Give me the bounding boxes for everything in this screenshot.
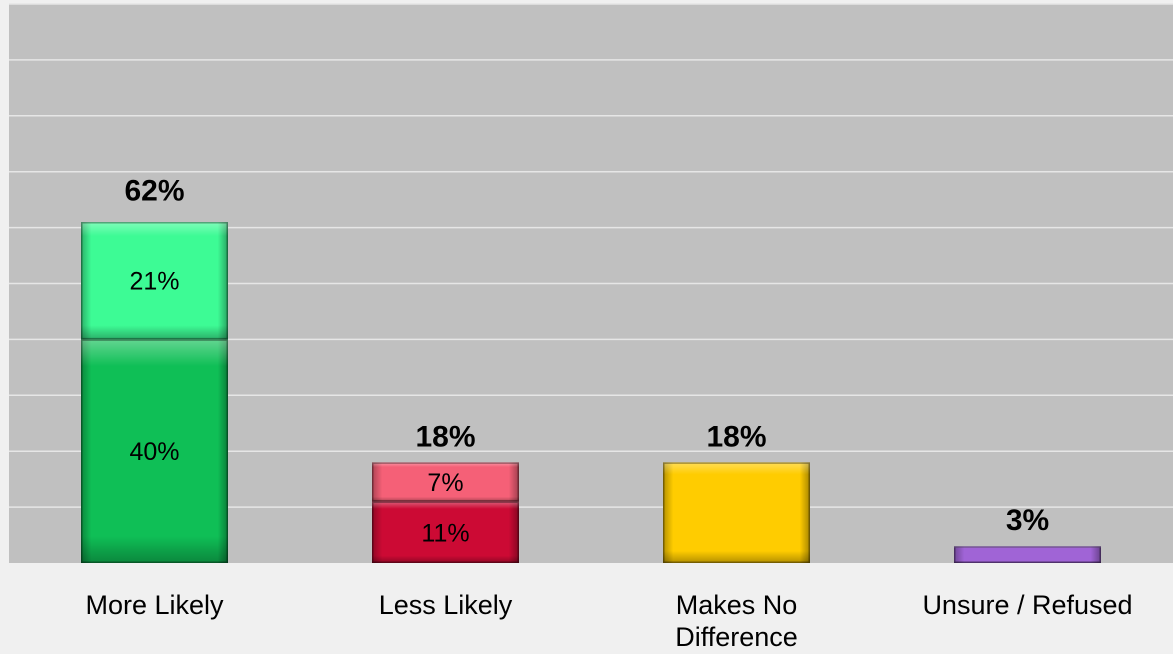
segment-label: 21% [129, 268, 179, 296]
category-label: More Likely [85, 590, 224, 620]
segment-label: 7% [427, 469, 463, 497]
bar-outline [372, 501, 519, 564]
segment-label: 40% [129, 438, 179, 466]
bar-outline [81, 339, 228, 563]
category-label: Makes No Difference [675, 590, 798, 652]
category-label: Unsure / Refused [922, 590, 1132, 620]
bar-bevel [81, 222, 228, 340]
bar-bevel [954, 546, 1101, 563]
bar-outline [663, 462, 810, 564]
category-label: Less Likely [379, 590, 513, 620]
bar-bevel [81, 339, 228, 563]
total-label: 18% [415, 420, 475, 453]
segment-label: 11% [421, 519, 469, 547]
bar-outline [954, 546, 1101, 563]
bar-outline [372, 462, 519, 502]
bar-bevel [663, 462, 810, 563]
total-label: 18% [706, 420, 766, 453]
bar-bevel [372, 462, 519, 502]
bar-outline [81, 222, 228, 340]
total-label: 3% [1006, 504, 1049, 537]
total-label: 62% [124, 174, 184, 207]
bar-bevel [372, 501, 519, 563]
